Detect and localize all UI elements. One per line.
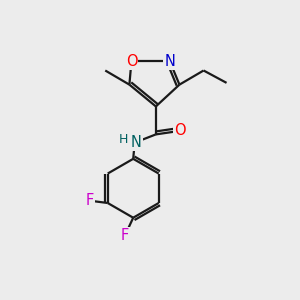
Text: N: N bbox=[131, 135, 142, 150]
Text: F: F bbox=[121, 228, 129, 243]
Text: O: O bbox=[126, 54, 137, 69]
Text: N: N bbox=[164, 54, 175, 69]
Text: H: H bbox=[119, 133, 128, 146]
Text: F: F bbox=[85, 193, 94, 208]
Text: O: O bbox=[174, 123, 186, 138]
